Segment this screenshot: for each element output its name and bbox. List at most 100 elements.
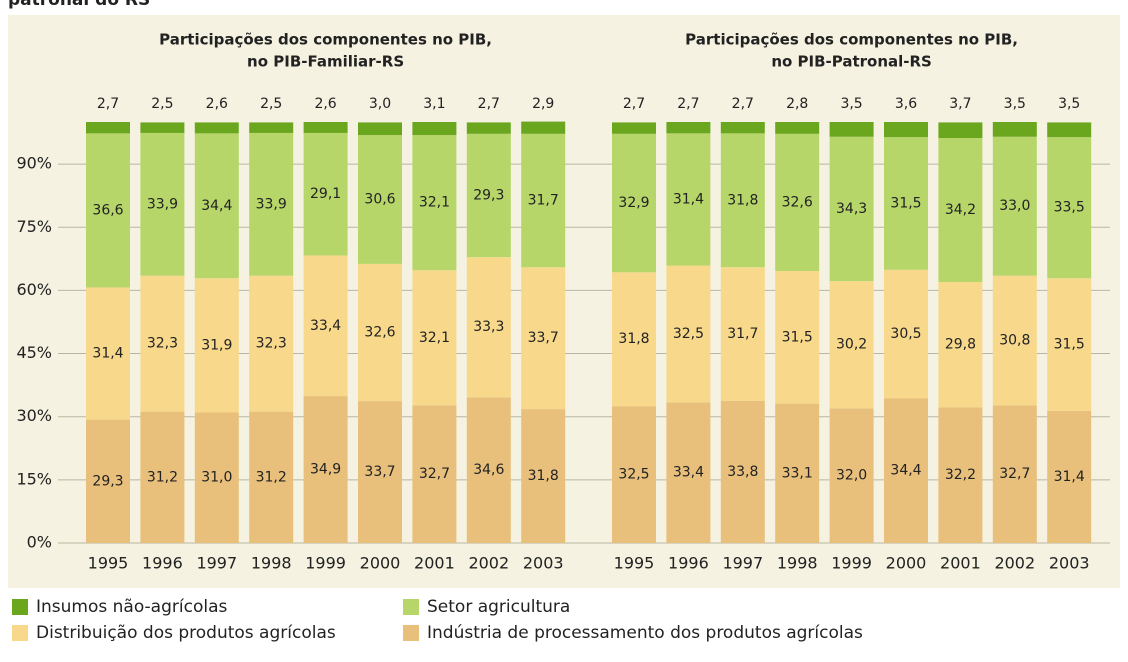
data-label: 2,6: [206, 96, 228, 112]
bar-segment: [466, 397, 511, 543]
data-label: 3,6: [895, 96, 917, 112]
data-label: 32,7: [419, 466, 450, 482]
bar-segment: [358, 122, 402, 136]
data-label: 30,2: [836, 337, 867, 353]
bar-segment: [720, 267, 765, 401]
bar-segment: [992, 122, 1037, 137]
data-label: 2,6: [314, 96, 336, 112]
data-label: 31,8: [618, 331, 649, 347]
data-label: 33,3: [473, 319, 504, 335]
bar-segment: [194, 122, 239, 134]
data-label: 32,3: [147, 336, 178, 352]
data-label: 2,9: [532, 96, 554, 112]
y-tick-label: 0%: [27, 533, 52, 552]
data-label: 33,9: [256, 196, 287, 212]
data-label: 2,7: [677, 96, 699, 112]
x-tick-label: 1999: [305, 554, 346, 573]
bar-segment: [1047, 137, 1092, 279]
data-label: 31,7: [727, 326, 758, 342]
bar-segment: [303, 396, 348, 543]
bar-segment: [612, 133, 656, 273]
data-label: 3,5: [1004, 96, 1026, 112]
data-label: 34,3: [836, 201, 867, 217]
data-label: 32,6: [782, 194, 813, 210]
data-label: 31,4: [92, 346, 123, 362]
chart-title: no PIB-Patronal-RS: [771, 53, 932, 71]
data-label: 32,5: [673, 326, 704, 342]
data-label: 30,8: [999, 332, 1030, 348]
bar-segment: [884, 137, 928, 270]
bar-segment: [140, 275, 185, 412]
x-tick-label: 1995: [88, 554, 129, 573]
data-label: 32,2: [945, 467, 976, 483]
bar-segment: [412, 122, 457, 136]
data-label: 32,1: [419, 330, 450, 346]
y-tick-label: 45%: [16, 343, 52, 362]
data-label: 3,5: [840, 96, 862, 112]
bar-segment: [829, 408, 874, 543]
data-label: 31,7: [528, 193, 559, 209]
bar-segment: [86, 133, 130, 288]
page-caption: patronal do RS: [8, 0, 150, 10]
bar-segment: [612, 406, 656, 543]
data-label: 31,5: [1054, 336, 1085, 352]
data-label: 34,9: [310, 462, 341, 478]
data-label: 32,6: [364, 325, 395, 341]
data-label: 32,7: [999, 466, 1030, 482]
bar-segment: [775, 122, 820, 134]
data-label: 29,1: [310, 186, 341, 202]
data-label: 29,3: [473, 187, 504, 203]
data-label: 3,5: [1058, 96, 1080, 112]
bar-segment: [303, 122, 348, 133]
bar-segment: [358, 401, 402, 543]
data-label: 31,9: [201, 337, 232, 353]
data-label: 31,5: [890, 195, 921, 211]
bar-segment: [358, 263, 402, 402]
bar-segment: [992, 405, 1037, 543]
bar-segment: [829, 281, 874, 409]
data-label: 2,7: [97, 96, 119, 112]
bar-segment: [466, 257, 511, 398]
data-label: 2,7: [623, 96, 645, 112]
bar-segment: [938, 281, 983, 408]
bar-segment: [612, 122, 656, 134]
data-label: 31,8: [528, 468, 559, 484]
data-label: 33,0: [999, 198, 1030, 214]
bar-segment: [194, 412, 239, 543]
bar-segment: [775, 133, 820, 272]
x-tick-label: 1998: [777, 554, 818, 573]
data-label: 31,2: [147, 469, 178, 485]
bar-segment: [938, 122, 983, 138]
data-label: 34,4: [890, 463, 921, 479]
x-tick-label: 2000: [360, 554, 401, 573]
bar-segment: [466, 122, 511, 134]
bar-segment: [194, 278, 239, 413]
data-label: 30,5: [890, 326, 921, 342]
bar-segment: [412, 270, 457, 406]
legend-label: Distribuição dos produtos agrícolas: [36, 623, 336, 643]
bar-segment: [884, 122, 928, 138]
x-tick-label: 1998: [251, 554, 292, 573]
x-tick-label: 2001: [940, 554, 981, 573]
data-label: 34,4: [201, 198, 232, 214]
chart-title: Participações dos componentes no PIB,: [685, 31, 1018, 49]
data-label: 33,8: [727, 464, 758, 480]
data-label: 2,7: [478, 96, 500, 112]
legend-swatch: [403, 599, 419, 615]
chart-title: no PIB-Familiar-RS: [247, 53, 404, 71]
legend-swatch: [12, 625, 28, 641]
data-label: 33,9: [147, 196, 178, 212]
data-label: 31,0: [201, 470, 232, 486]
bar-segment: [140, 411, 185, 543]
bar-segment: [86, 287, 130, 420]
x-tick-label: 1997: [722, 554, 763, 573]
data-label: 32,0: [836, 468, 867, 484]
bar-segment: [1047, 410, 1092, 543]
y-tick-label: 15%: [16, 469, 52, 488]
y-tick-label: 30%: [16, 406, 52, 425]
bar-segment: [666, 402, 711, 543]
bar-segment: [303, 132, 348, 256]
data-label: 34,2: [945, 202, 976, 218]
bar-segment: [666, 133, 711, 266]
data-label: 33,4: [310, 318, 341, 334]
